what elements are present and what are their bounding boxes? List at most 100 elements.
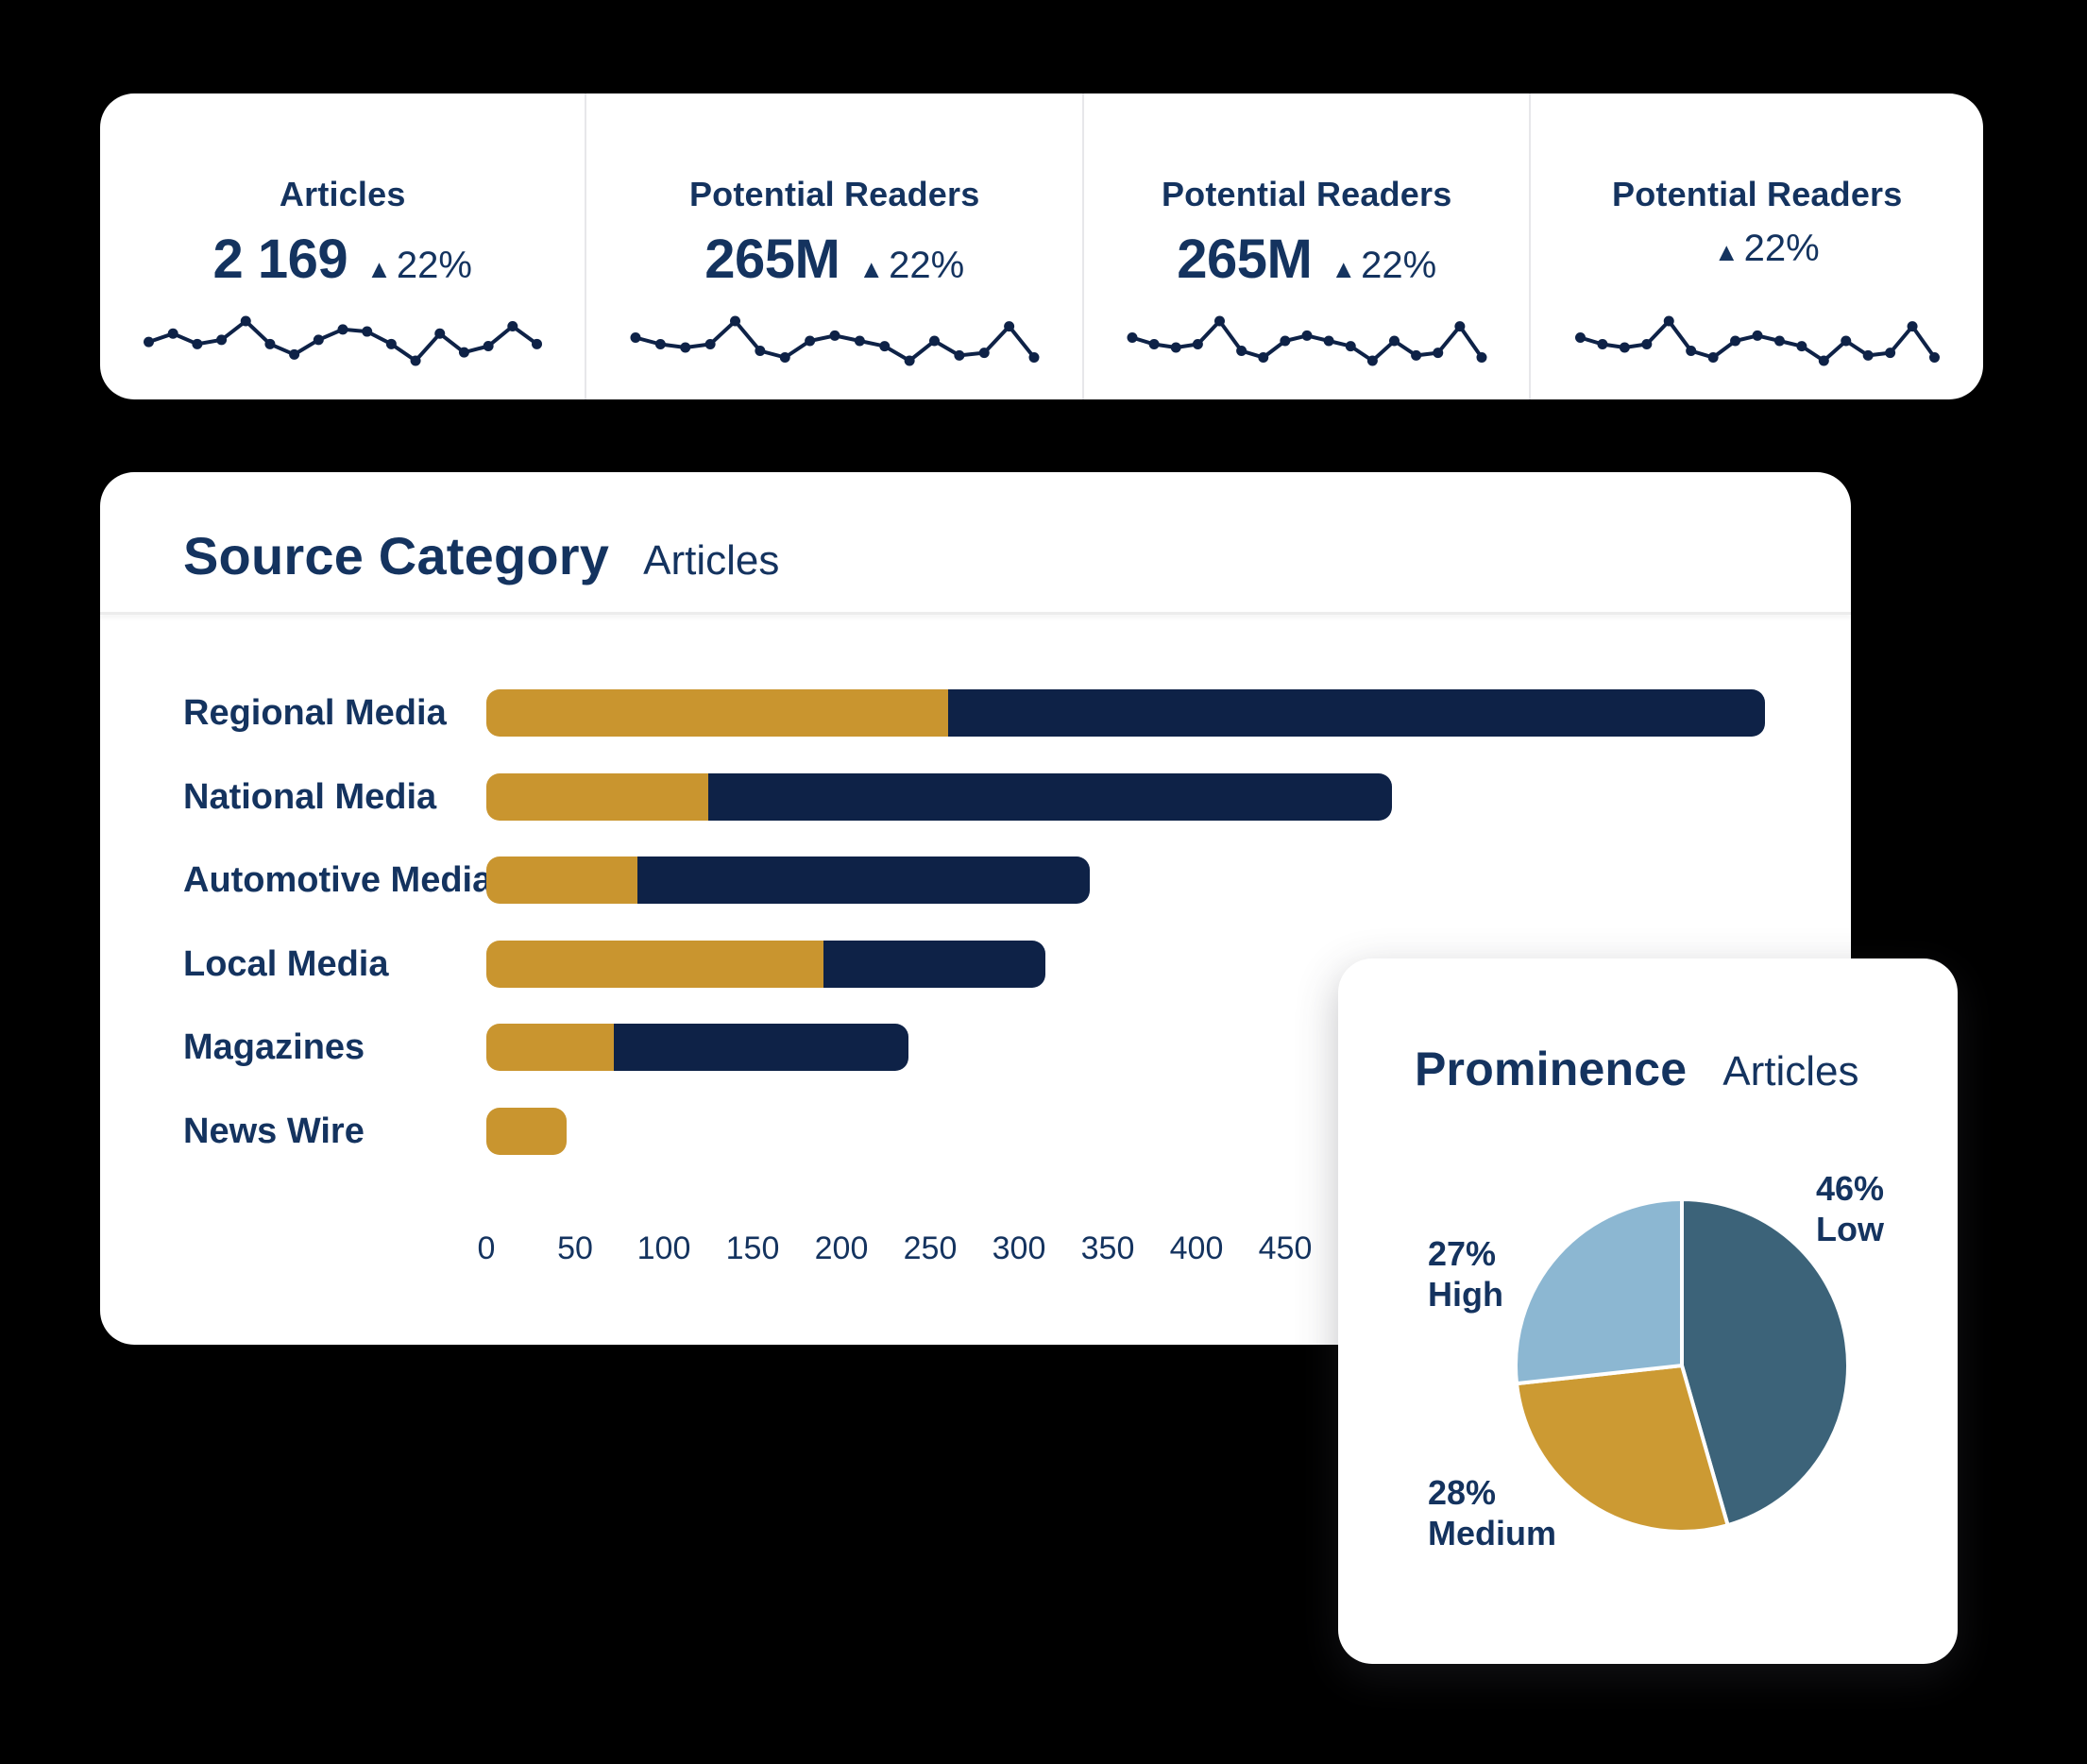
sparkline-point (1454, 321, 1466, 332)
sparkline-point (704, 339, 716, 349)
sparkline-point (1752, 330, 1763, 341)
sparkline-point (829, 330, 840, 341)
bar-row: Automotive Media (100, 857, 1851, 905)
stat-delta: ▲ 22% (858, 245, 964, 287)
sparkline-point (1323, 335, 1334, 347)
sparkline-point (1192, 339, 1203, 349)
sparkline-point (1410, 349, 1421, 361)
x-axis-tick-label: 0 (477, 1230, 496, 1266)
sparkline-point (1597, 339, 1608, 349)
sparkline-point (385, 338, 397, 349)
pie-label-text: High (1428, 1275, 1503, 1314)
bar-segment-navy[interactable] (614, 1024, 908, 1072)
stat-delta: ▲ 22% (1331, 245, 1436, 287)
bar-category-label: National Media (183, 776, 437, 817)
sparkline-point (1663, 315, 1674, 327)
card-title: Source Category (183, 526, 610, 585)
stat-value-row: 265M ▲ 22% (1084, 228, 1530, 296)
x-axis-tick-label: 200 (814, 1230, 869, 1266)
bar-segment-gold[interactable] (486, 1024, 614, 1072)
sparkline-point (1884, 348, 1895, 359)
source-category-header: Source Category Articles (183, 525, 779, 586)
stat-value: 265M (1177, 229, 1313, 290)
bar-segment-gold[interactable] (486, 940, 823, 988)
pie-label-medium: 28% Medium (1428, 1472, 1556, 1553)
stat-delta: ▲ 22% (366, 245, 472, 287)
stat-value-row: 2 169 ▲ 22% (100, 228, 585, 296)
bar-segment-navy[interactable] (948, 689, 1765, 737)
stat-card-title: Articles (279, 175, 406, 213)
pie-label-low: 46% Low (1816, 1168, 1884, 1249)
bar-category-label: Local Media (183, 943, 389, 984)
sparkline-point (779, 352, 790, 363)
sparkline-point (1619, 342, 1630, 353)
sparkline-point (167, 328, 178, 339)
stat-card-articles: Articles 2 169 ▲ 22% (100, 93, 587, 399)
bar-category-label: Magazines (183, 1027, 365, 1068)
sparkline-point (215, 334, 227, 346)
sparkline-point (1641, 339, 1653, 349)
header-divider (100, 612, 1851, 615)
bar-track (486, 857, 1090, 905)
pie-label-percent: 28% (1428, 1473, 1497, 1512)
sparkline-line (1131, 317, 1484, 364)
stat-delta: ▲ 22% (1714, 228, 1820, 270)
stat-delta-value: 22% (1743, 228, 1820, 269)
bar-segment-navy[interactable] (637, 857, 1090, 905)
x-axis-tick-label: 100 (636, 1230, 691, 1266)
bar-track (486, 772, 1392, 821)
bar-track (486, 1024, 908, 1072)
stat-card-potential-readers-3: Potential Readers ▲ 22% (1531, 93, 1983, 399)
pie-label-high: 27% High (1428, 1233, 1503, 1315)
sparkline-point (729, 315, 740, 327)
stat-card-potential-readers-1: Potential Readers 265M ▲ 22% (586, 93, 1084, 399)
sparkline-point (433, 328, 445, 339)
sparkline-point (878, 341, 890, 352)
sparkline-point (1345, 341, 1356, 352)
x-axis-tick-label: 300 (992, 1230, 1046, 1266)
pie-label-text: Medium (1428, 1514, 1557, 1552)
bar-segment-navy[interactable] (708, 772, 1392, 821)
sparkline-point (1301, 330, 1313, 341)
sparkline-point (904, 355, 915, 366)
up-triangle-icon: ▲ (366, 255, 392, 283)
sparkline-point (1028, 352, 1040, 363)
sparkline-point (507, 321, 518, 332)
prominence-pie-chart (1514, 1197, 1850, 1534)
bar-segment-gold[interactable] (486, 857, 637, 905)
sparkline-point (1685, 346, 1696, 356)
sparkline-point (240, 315, 251, 327)
sparkline-chart (1574, 315, 1940, 366)
card-subtitle: Articles (643, 537, 780, 584)
pie-label-percent: 27% (1428, 1234, 1497, 1273)
sparkline-point (410, 355, 421, 366)
sparkline-point (192, 338, 203, 349)
sparkline-point (854, 335, 865, 347)
x-axis-tick-label: 450 (1258, 1230, 1313, 1266)
bar-segment-gold[interactable] (486, 689, 948, 737)
sparkline-point (1729, 335, 1740, 347)
prominence-header: Prominence Articles (1415, 1042, 1858, 1096)
sparkline-point (654, 339, 666, 349)
sparkline-point (954, 349, 965, 361)
bar-segment-gold[interactable] (486, 772, 708, 821)
bar-segment-gold[interactable] (486, 1108, 567, 1155)
pie-slice-medium[interactable] (1515, 1364, 1730, 1534)
sparkline-point (361, 326, 372, 337)
sparkline-point (313, 334, 324, 346)
pie-slice-low[interactable] (1680, 1197, 1850, 1528)
sparkline-point (1574, 332, 1586, 343)
stat-delta-value: 22% (889, 245, 965, 286)
bar-segment-navy[interactable] (823, 940, 1045, 988)
sparkline-point (679, 342, 690, 353)
up-triangle-icon: ▲ (1713, 238, 1739, 266)
card-title: Prominence (1415, 1043, 1688, 1095)
sparkline-line (1579, 317, 1936, 364)
sparkline-chart (143, 315, 542, 366)
sparkline-point (483, 341, 494, 352)
pie-slice-high[interactable] (1514, 1197, 1684, 1386)
sparkline-point (1148, 339, 1160, 349)
card-subtitle: Articles (1722, 1048, 1859, 1094)
sparkline-point (1476, 352, 1487, 363)
sparkline-point (804, 335, 815, 347)
